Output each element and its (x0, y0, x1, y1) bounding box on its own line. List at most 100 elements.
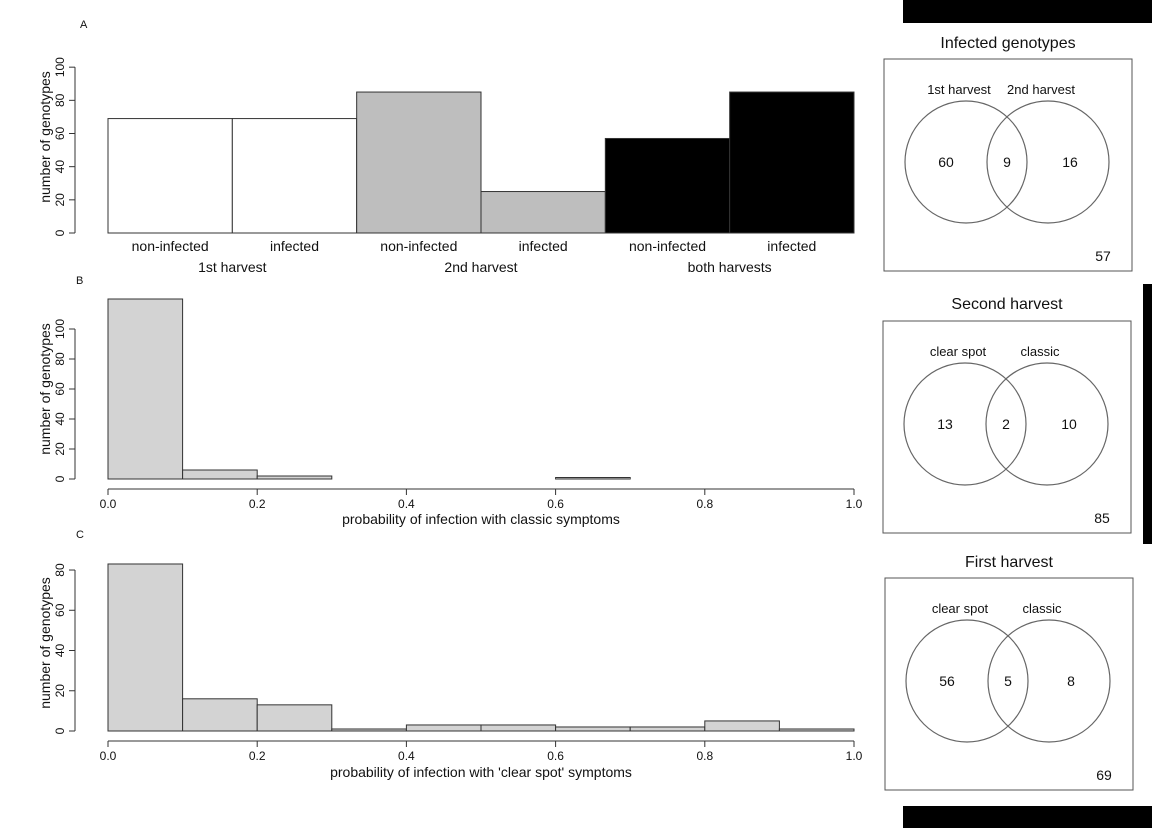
panel-b-xlabel: probability of infection with classic sy… (342, 511, 620, 527)
panel-a-y-axis: 0 20 40 60 80 100 (53, 57, 76, 236)
hist-bar-6 (555, 477, 631, 480)
bar-label: infected (270, 238, 319, 254)
venn-overlap-count: 9 (1003, 154, 1011, 170)
bar-label: infected (767, 238, 816, 254)
y-tick-label: 100 (53, 57, 67, 77)
y-tick-label: 0 (53, 475, 67, 482)
venn-left-count: 56 (939, 673, 955, 689)
venn-outside-count: 57 (1095, 248, 1111, 264)
y-tick-label: 20 (53, 684, 67, 698)
venn-left-count: 13 (937, 416, 953, 432)
y-tick-label: 40 (53, 160, 67, 174)
x-tick-label: 0.6 (547, 749, 564, 763)
venn-left-count: 60 (938, 154, 954, 170)
y-tick-label: 40 (53, 644, 67, 658)
hist-bar-8 (704, 720, 780, 732)
panel-c-label: C (76, 529, 84, 541)
y-tick-label: 0 (53, 229, 67, 236)
x-tick-label: 1.0 (846, 749, 863, 763)
x-tick-label: 0.0 (100, 749, 117, 763)
panel-a-x-labels: non-infected infected non-infected infected… (132, 238, 817, 275)
hist-bar-1 (182, 469, 258, 480)
x-tick-label: 0.2 (249, 749, 266, 763)
panel-b-bars (107, 298, 631, 480)
hist-bar-4 (405, 724, 482, 732)
venn-frame (882, 320, 1132, 534)
bar-4 (604, 137, 731, 234)
panel-a-ylabel: number of genotypes (37, 71, 53, 203)
x-tick-label: 0.4 (398, 497, 415, 511)
venn-outside-count: 69 (1096, 767, 1112, 783)
panel-c-x-axis: 0.0 0.2 0.4 0.6 0.8 1.0 (100, 740, 863, 763)
bar-1 (231, 118, 358, 234)
panel-b-x-axis: 0.0 0.2 0.4 0.6 0.8 1.0 (100, 488, 863, 511)
x-tick-label: 0.4 (398, 749, 415, 763)
venn-left-circle (904, 100, 1028, 224)
group-label: 2nd harvest (444, 259, 517, 275)
y-tick-label: 80 (53, 352, 67, 366)
venn-overlap-count: 2 (1002, 416, 1010, 432)
venn-right-circle (987, 619, 1111, 743)
venn-title: Infected genotypes (940, 35, 1075, 52)
bar-5 (729, 91, 855, 234)
y-tick-label: 60 (53, 603, 67, 617)
panel-c-y-axis: 0 20 40 60 80 (53, 563, 76, 734)
venn-right-count: 8 (1067, 673, 1075, 689)
y-tick-label: 80 (53, 563, 67, 577)
hist-bar-1 (182, 698, 258, 732)
venn-title: Second harvest (951, 296, 1063, 313)
hist-bar-2 (256, 475, 333, 480)
venn-left-label: 1st harvest (927, 82, 991, 97)
hist-bar-3 (331, 728, 407, 732)
panel-c-bars (107, 563, 855, 732)
group-label: 1st harvest (198, 259, 267, 275)
panel-b-ylabel: number of genotypes (37, 323, 53, 455)
panel-c-ylabel: number of genotypes (37, 577, 53, 709)
bar-label: non-infected (132, 238, 209, 254)
venn-left-circle (903, 362, 1027, 486)
venn-right-count: 16 (1062, 154, 1078, 170)
panel-b-label: B (76, 275, 83, 287)
panel-a: A number of genotypes 0 20 40 60 80 100 non-i… (37, 19, 855, 275)
venn-left-label: clear spot (932, 601, 989, 616)
bar-3 (480, 191, 606, 234)
black-bar-bottom (903, 806, 1152, 828)
y-tick-label: 20 (53, 193, 67, 207)
hist-bar-7 (629, 726, 706, 732)
y-tick-label: 60 (53, 382, 67, 396)
y-tick-label: 0 (53, 727, 67, 734)
venn-left-circle (905, 619, 1029, 743)
x-tick-label: 0.2 (249, 497, 266, 511)
bar-label: infected (519, 238, 568, 254)
venn-title: First harvest (965, 554, 1054, 571)
venn-frame (883, 58, 1133, 272)
y-tick-label: 60 (53, 127, 67, 141)
y-tick-label: 80 (53, 93, 67, 107)
x-tick-label: 0.8 (696, 749, 713, 763)
panel-a-bars (107, 91, 855, 234)
venn-right-label: 2nd harvest (1007, 82, 1075, 97)
panel-a-label: A (80, 19, 88, 31)
hist-bar-2 (256, 704, 333, 732)
venn-0: Infected genotypes 1st harvest 2nd harvest… (883, 35, 1133, 272)
hist-bar-5 (480, 724, 557, 732)
x-tick-label: 0.8 (696, 497, 713, 511)
venn-right-count: 10 (1061, 416, 1077, 432)
y-tick-label: 100 (53, 319, 67, 339)
venn-2: First harvest clear spot classic 56 5 8 69 (884, 554, 1134, 791)
bar-2 (356, 91, 482, 234)
hist-bar-0 (107, 563, 184, 732)
hist-bar-6 (555, 726, 631, 732)
venn-outside-count: 85 (1094, 510, 1110, 526)
venn-1: Second harvest clear spot classic 13 2 10 85 (882, 296, 1132, 534)
venn-left-label: clear spot (930, 344, 987, 359)
panel-c-xlabel: probability of infection with 'clear spo… (330, 764, 632, 780)
black-bar-top (903, 0, 1152, 23)
x-tick-label: 0.0 (100, 497, 117, 511)
x-tick-label: 1.0 (846, 497, 863, 511)
venn-right-label: classic (1022, 601, 1062, 616)
venn-diagrams: Infected genotypes 1st harvest 2nd harvest… (882, 35, 1134, 791)
panel-b-y-axis: 0 20 40 60 80 100 (53, 319, 76, 482)
